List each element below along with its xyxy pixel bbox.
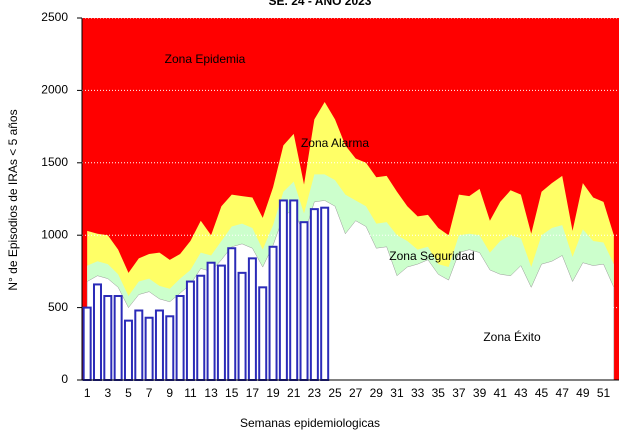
x-tick-label: 51 [597,386,611,400]
bar [206,261,216,382]
x-tick-label: 23 [308,386,322,400]
y-tick-label: 1000 [41,227,68,241]
bar [185,280,195,382]
x-tick-label: 11 [184,386,197,400]
bar [289,199,299,381]
bar [92,283,102,382]
bar [237,271,247,381]
x-tick-label: 29 [370,386,384,400]
x-tick-label: 39 [473,386,487,400]
x-tick-label: 31 [390,386,404,400]
zone-label: Zona Éxito [483,329,541,344]
y-axis-label: N° de Episodios de IRAs < 5 años [6,109,20,290]
bar [320,206,330,381]
bar [196,274,206,381]
x-tick-label: 41 [494,386,508,400]
bar [154,309,164,381]
x-tick-label: 17 [246,386,260,400]
zone-label: Zona Alarma [301,136,369,150]
x-tick-label: 49 [576,386,590,400]
x-tick-label: 5 [125,386,132,400]
bar [165,315,175,381]
zone-label: Zona Epidemia [165,52,246,66]
chart-title: SE. 24 - AÑO 2023 [269,0,372,8]
x-tick-label: 15 [225,386,239,400]
bar [268,245,278,381]
y-tick-label: 2500 [41,10,68,24]
x-axis-label: Semanas epidemiologicas [240,416,380,430]
bar [299,221,309,381]
x-tick-label: 1 [84,386,91,400]
x-tick-label: 21 [287,386,301,400]
bar [216,264,226,381]
bar [309,208,319,381]
bar [175,295,185,381]
x-tick-label: 7 [146,386,153,400]
bar [258,286,268,381]
y-tick-label: 2000 [41,83,68,97]
bar [144,316,154,381]
x-tick-label: 25 [328,386,342,400]
bar [227,247,237,381]
x-tick-label: 13 [204,386,218,400]
bar [134,309,144,381]
bar [113,295,123,381]
bar [82,306,92,382]
x-tick-label: 33 [411,386,425,400]
y-tick-label: 500 [48,300,68,314]
x-tick-label: 3 [104,386,111,400]
bar [123,319,133,381]
x-tick-label: 37 [452,386,466,400]
x-tick-label: 43 [514,386,528,400]
bar [103,295,113,381]
x-tick-label: 19 [266,386,280,400]
x-tick-label: 9 [166,386,173,400]
bar [278,199,288,381]
x-tick-label: 45 [535,386,549,400]
zone-label: Zona Seguridad [389,249,474,263]
x-tick-label: 27 [349,386,363,400]
x-tick-label: 35 [432,386,446,400]
x-tick-label: 47 [556,386,570,400]
y-tick-label: 0 [61,372,68,386]
bar [247,257,257,382]
y-tick-label: 1500 [41,155,68,169]
